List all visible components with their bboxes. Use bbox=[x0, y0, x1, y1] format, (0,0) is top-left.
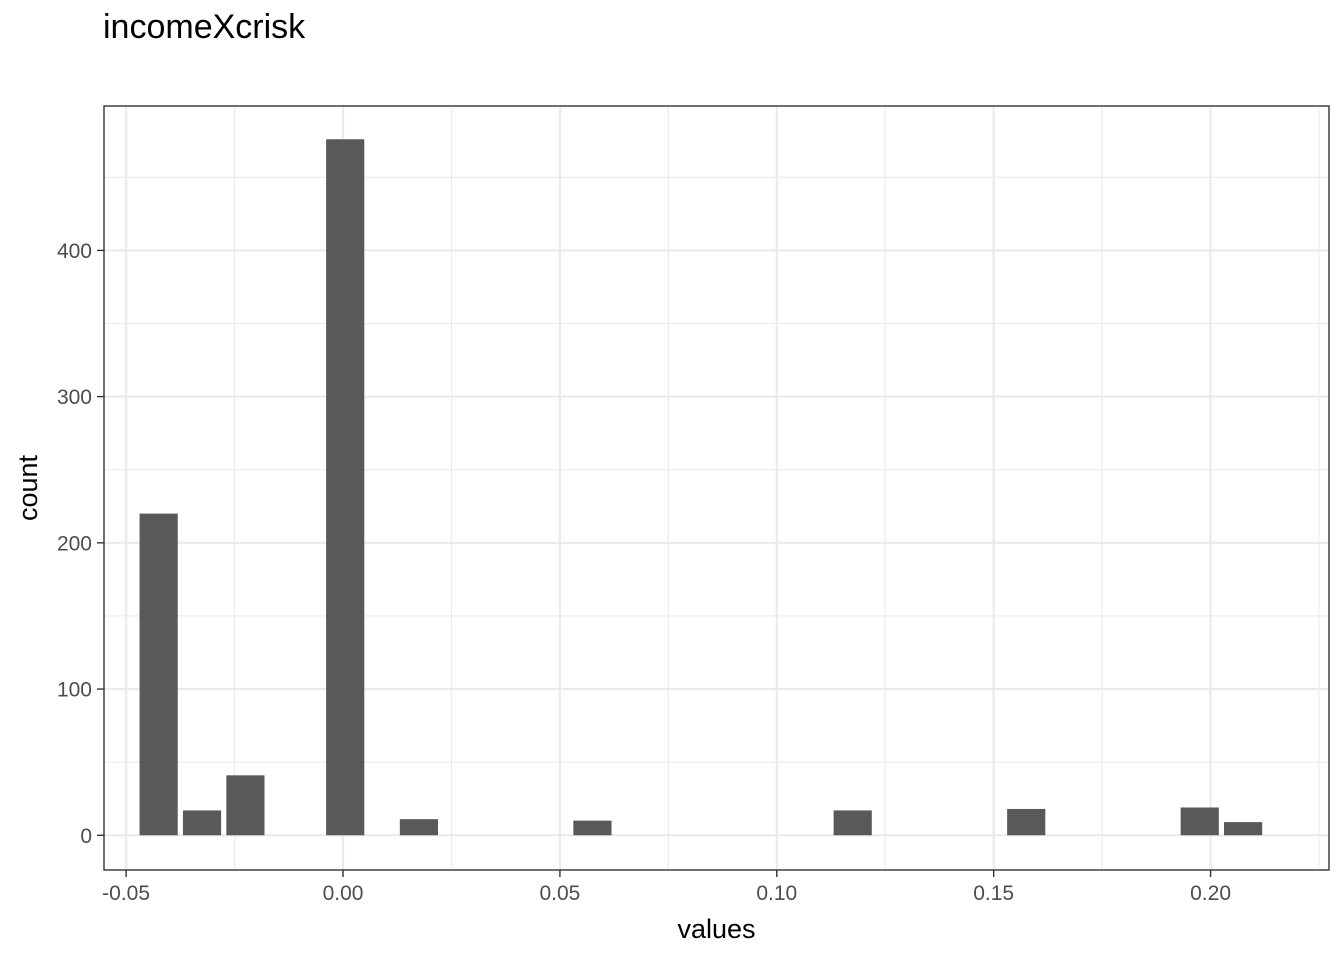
x-axis-title: values bbox=[677, 914, 755, 944]
x-tick-label: 0.00 bbox=[323, 882, 364, 905]
histogram-bar bbox=[1224, 822, 1263, 836]
panel-border bbox=[103, 105, 1330, 871]
histogram-bar bbox=[1007, 808, 1046, 836]
y-tick-label: 0 bbox=[80, 825, 92, 848]
y-tick-label: 400 bbox=[57, 240, 92, 263]
histogram-bar bbox=[182, 810, 222, 836]
histogram-bar bbox=[1180, 807, 1219, 836]
histogram-bar bbox=[226, 775, 265, 836]
histogram-bar bbox=[399, 819, 439, 836]
y-tick-label: 200 bbox=[57, 532, 92, 555]
histogram-bar bbox=[139, 513, 178, 836]
x-tick-label: 0.15 bbox=[973, 882, 1014, 905]
x-tick-label: 0.05 bbox=[539, 882, 580, 905]
x-tick-label: -0.05 bbox=[102, 882, 150, 905]
x-axis: -0.05 0.00 0.05 0.10 0.15 0.20 bbox=[102, 870, 1231, 905]
grid-major bbox=[104, 106, 1329, 870]
y-tick-label: 100 bbox=[57, 679, 92, 702]
histogram-bar bbox=[573, 820, 612, 836]
histogram-bar bbox=[833, 810, 872, 836]
bars bbox=[139, 139, 1263, 836]
y-axis: 0 100 200 300 400 bbox=[57, 240, 104, 848]
histogram-bar bbox=[326, 139, 365, 836]
y-tick-label: 300 bbox=[57, 386, 92, 409]
x-tick-label: 0.20 bbox=[1190, 882, 1231, 905]
x-tick-label: 0.10 bbox=[756, 882, 797, 905]
grid-minor bbox=[104, 106, 1329, 870]
chart-title: incomeXcrisk bbox=[103, 8, 306, 46]
y-axis-title: count bbox=[13, 454, 43, 521]
